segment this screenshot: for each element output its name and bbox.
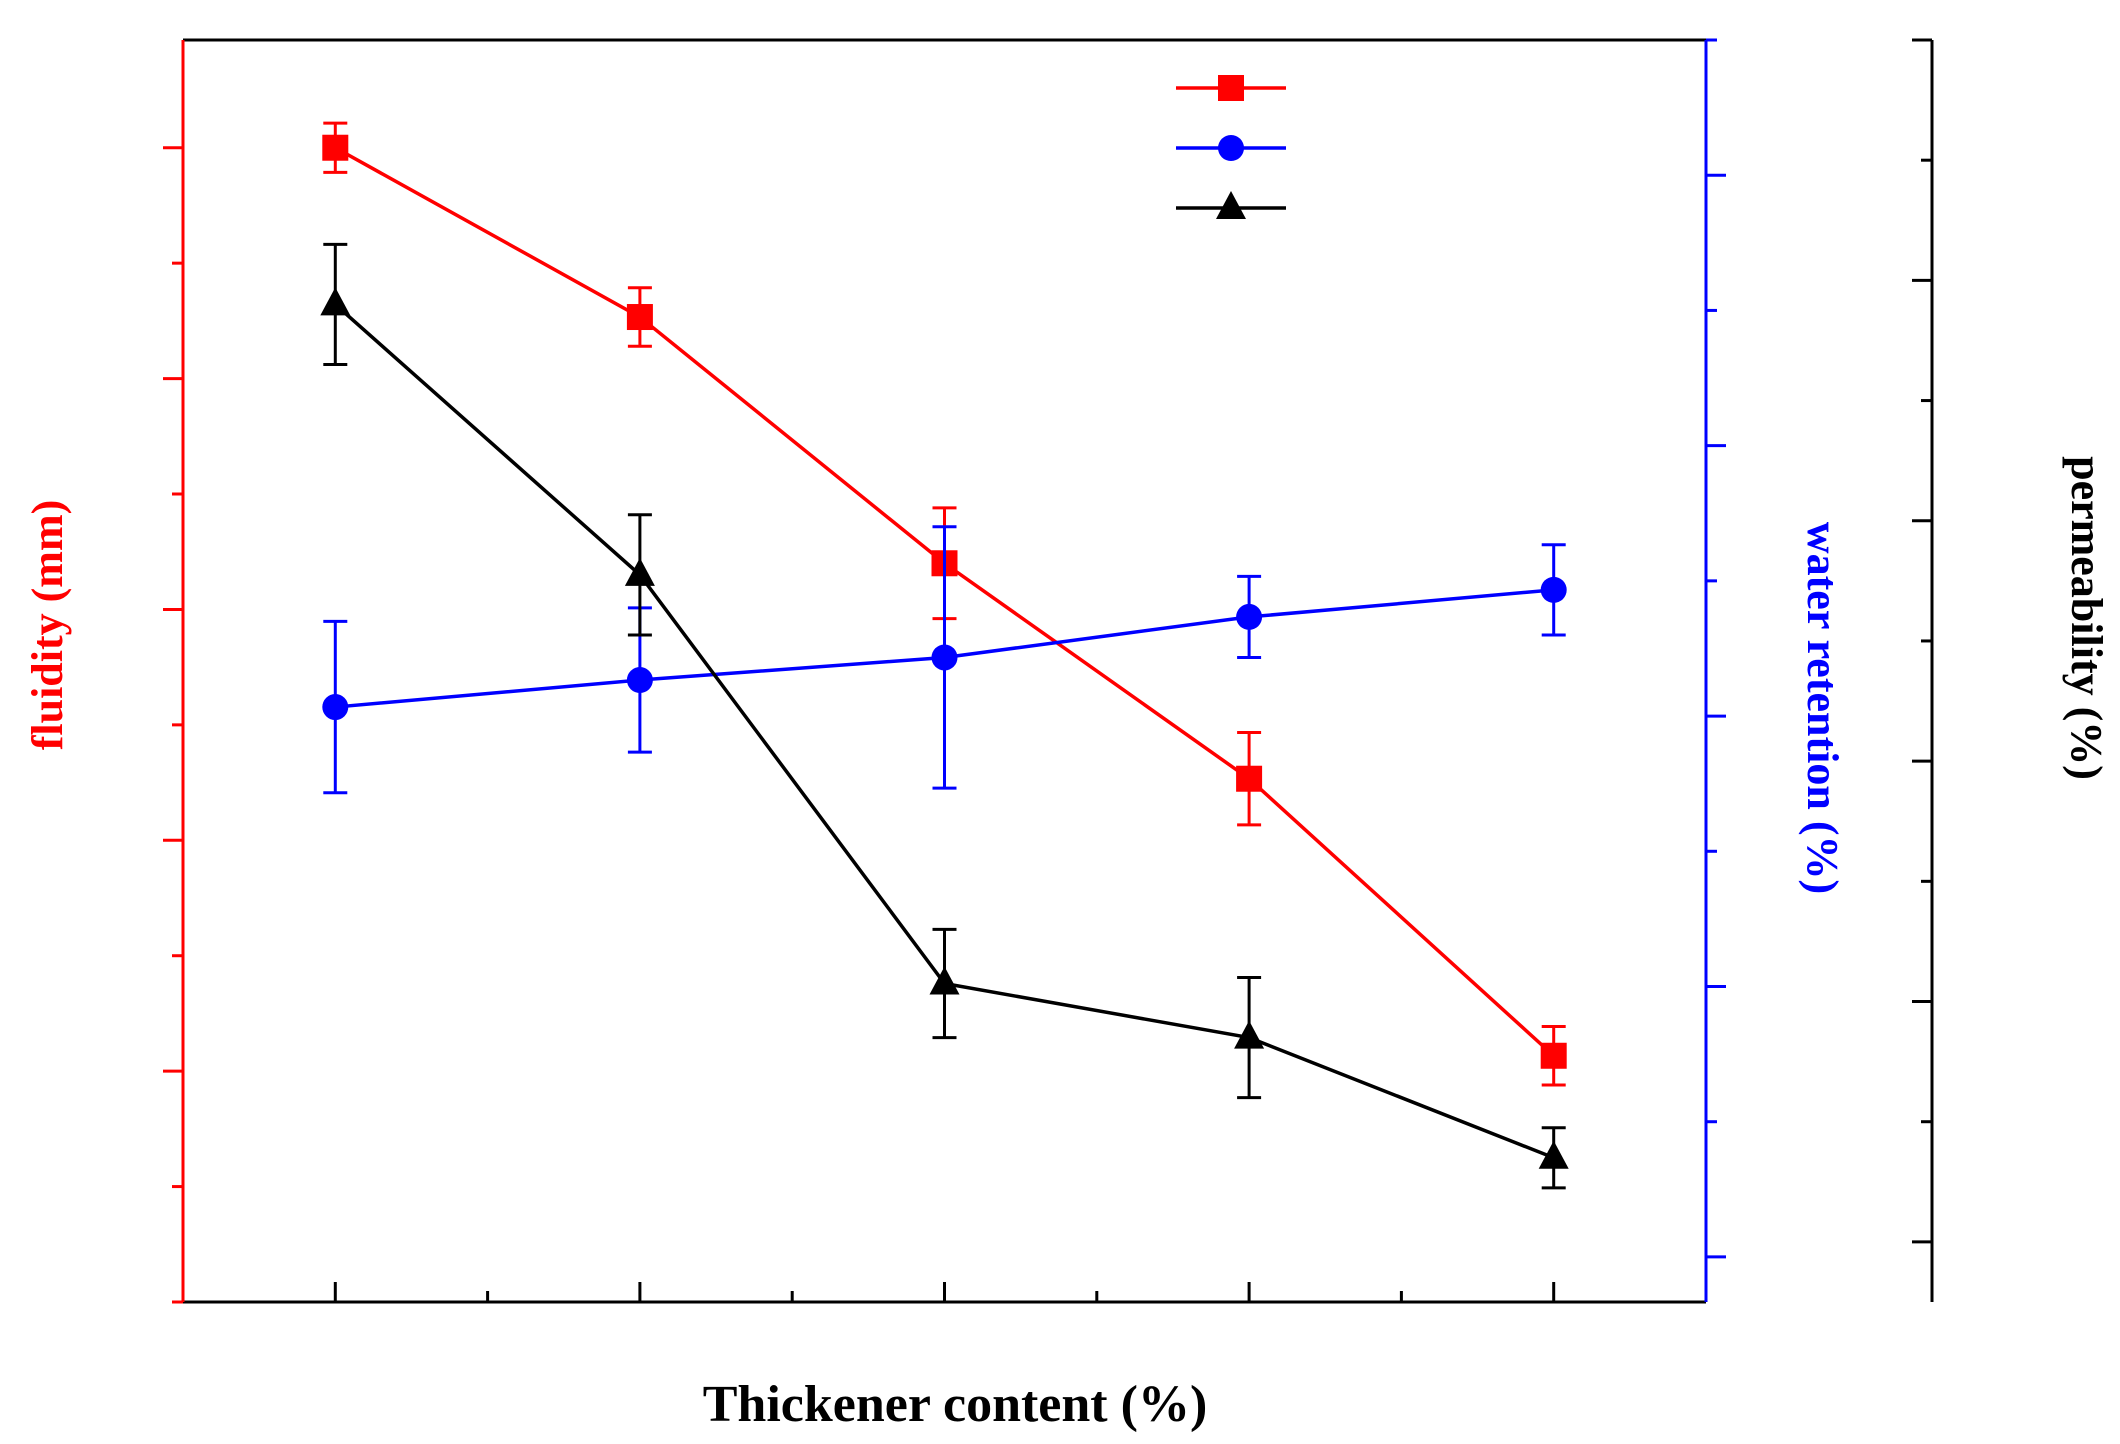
fluidity-point (1236, 765, 1263, 792)
fluidity-axis-label: fluidity (mm) (23, 500, 72, 751)
fluidity-point (322, 134, 349, 161)
permeability-point (624, 557, 655, 586)
permeability-axis-label: permeability (%) (2062, 456, 2111, 780)
legend-water-retention-marker (1218, 135, 1244, 161)
water-retention-point (931, 644, 958, 671)
legend-fluidity-marker (1218, 75, 1244, 101)
permeability-series (320, 242, 1569, 1190)
water-retention-axis (1704, 38, 1726, 1302)
water-retention-axis-label: water retention (%) (1798, 522, 1847, 894)
permeability-point (320, 287, 351, 316)
water-retention-series (322, 525, 1567, 795)
fluidity-point (1540, 1042, 1567, 1069)
water-retention-point (626, 667, 653, 694)
permeability-point (1234, 1020, 1265, 1049)
permeability-point (1538, 1140, 1569, 1169)
legend-permeability-marker (1216, 191, 1246, 219)
legend (1176, 75, 1286, 219)
series-layer (320, 121, 1569, 1190)
permeability-axis (1912, 38, 1934, 1302)
fluidity-axis (163, 40, 185, 1304)
x-axis (333, 1282, 1556, 1302)
water-retention-point (1236, 603, 1263, 630)
fluidity-point (626, 304, 653, 331)
water-retention-point (1540, 576, 1567, 603)
permeability-point (929, 966, 960, 995)
x-axis-label: Thickener content (%) (703, 1376, 1208, 1433)
water-retention-point (322, 694, 349, 721)
